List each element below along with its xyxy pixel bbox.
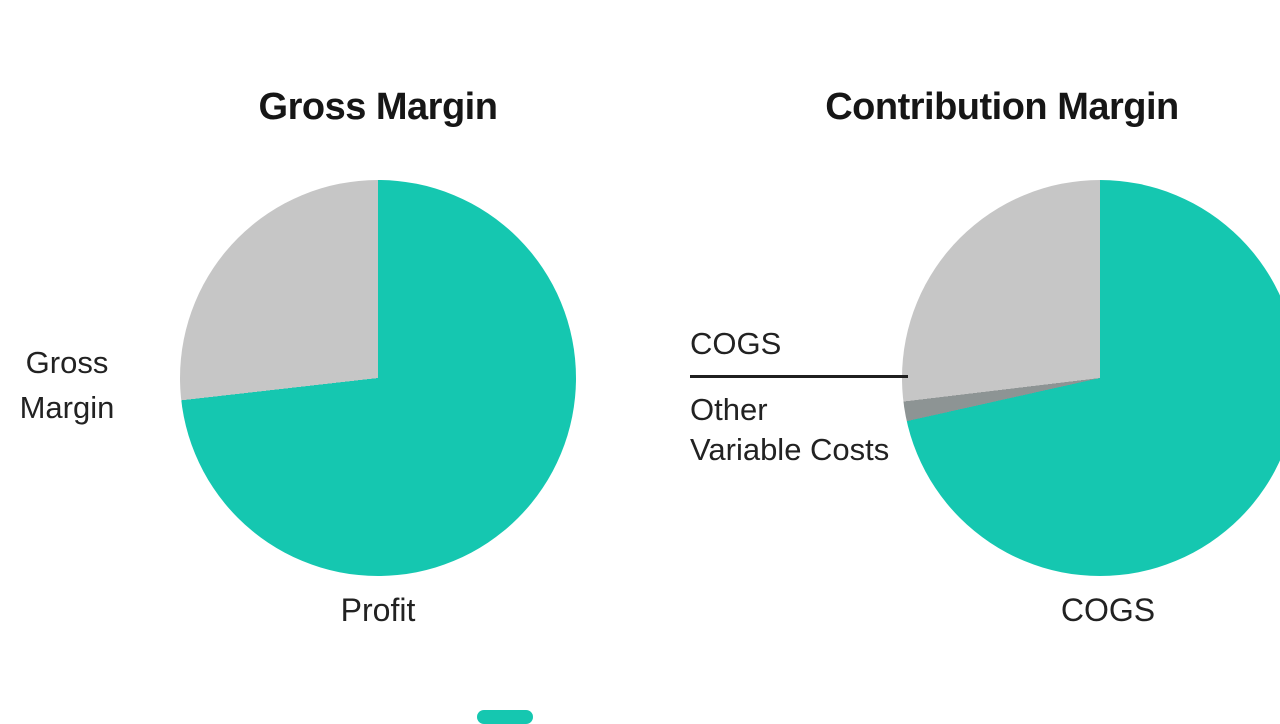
cogs-slice-label: COGS <box>1060 592 1156 628</box>
gross-margin-title: Gross Margin <box>258 86 498 128</box>
side-label-line-1: Gross <box>25 345 109 380</box>
profit-slice-label: Profit <box>340 592 416 628</box>
cogs-callout-label: COGS <box>690 326 782 361</box>
callout-leader-line <box>690 375 908 378</box>
callout-line-2: Variable Costs <box>690 432 890 467</box>
side-label-line-2: Margin <box>19 390 115 425</box>
contribution-margin-title: Contribution Margin <box>825 86 1179 128</box>
callout-line-1: Other <box>690 392 768 427</box>
gross-margin-pie-chart <box>180 180 576 576</box>
other-variable-costs-callout-label: Other Variable Costs <box>690 390 889 470</box>
bottom-accent-mark <box>477 710 533 724</box>
contribution-margin-pie-chart <box>902 180 1280 576</box>
gross-margin-slice-label: Gross Margin <box>0 340 134 430</box>
